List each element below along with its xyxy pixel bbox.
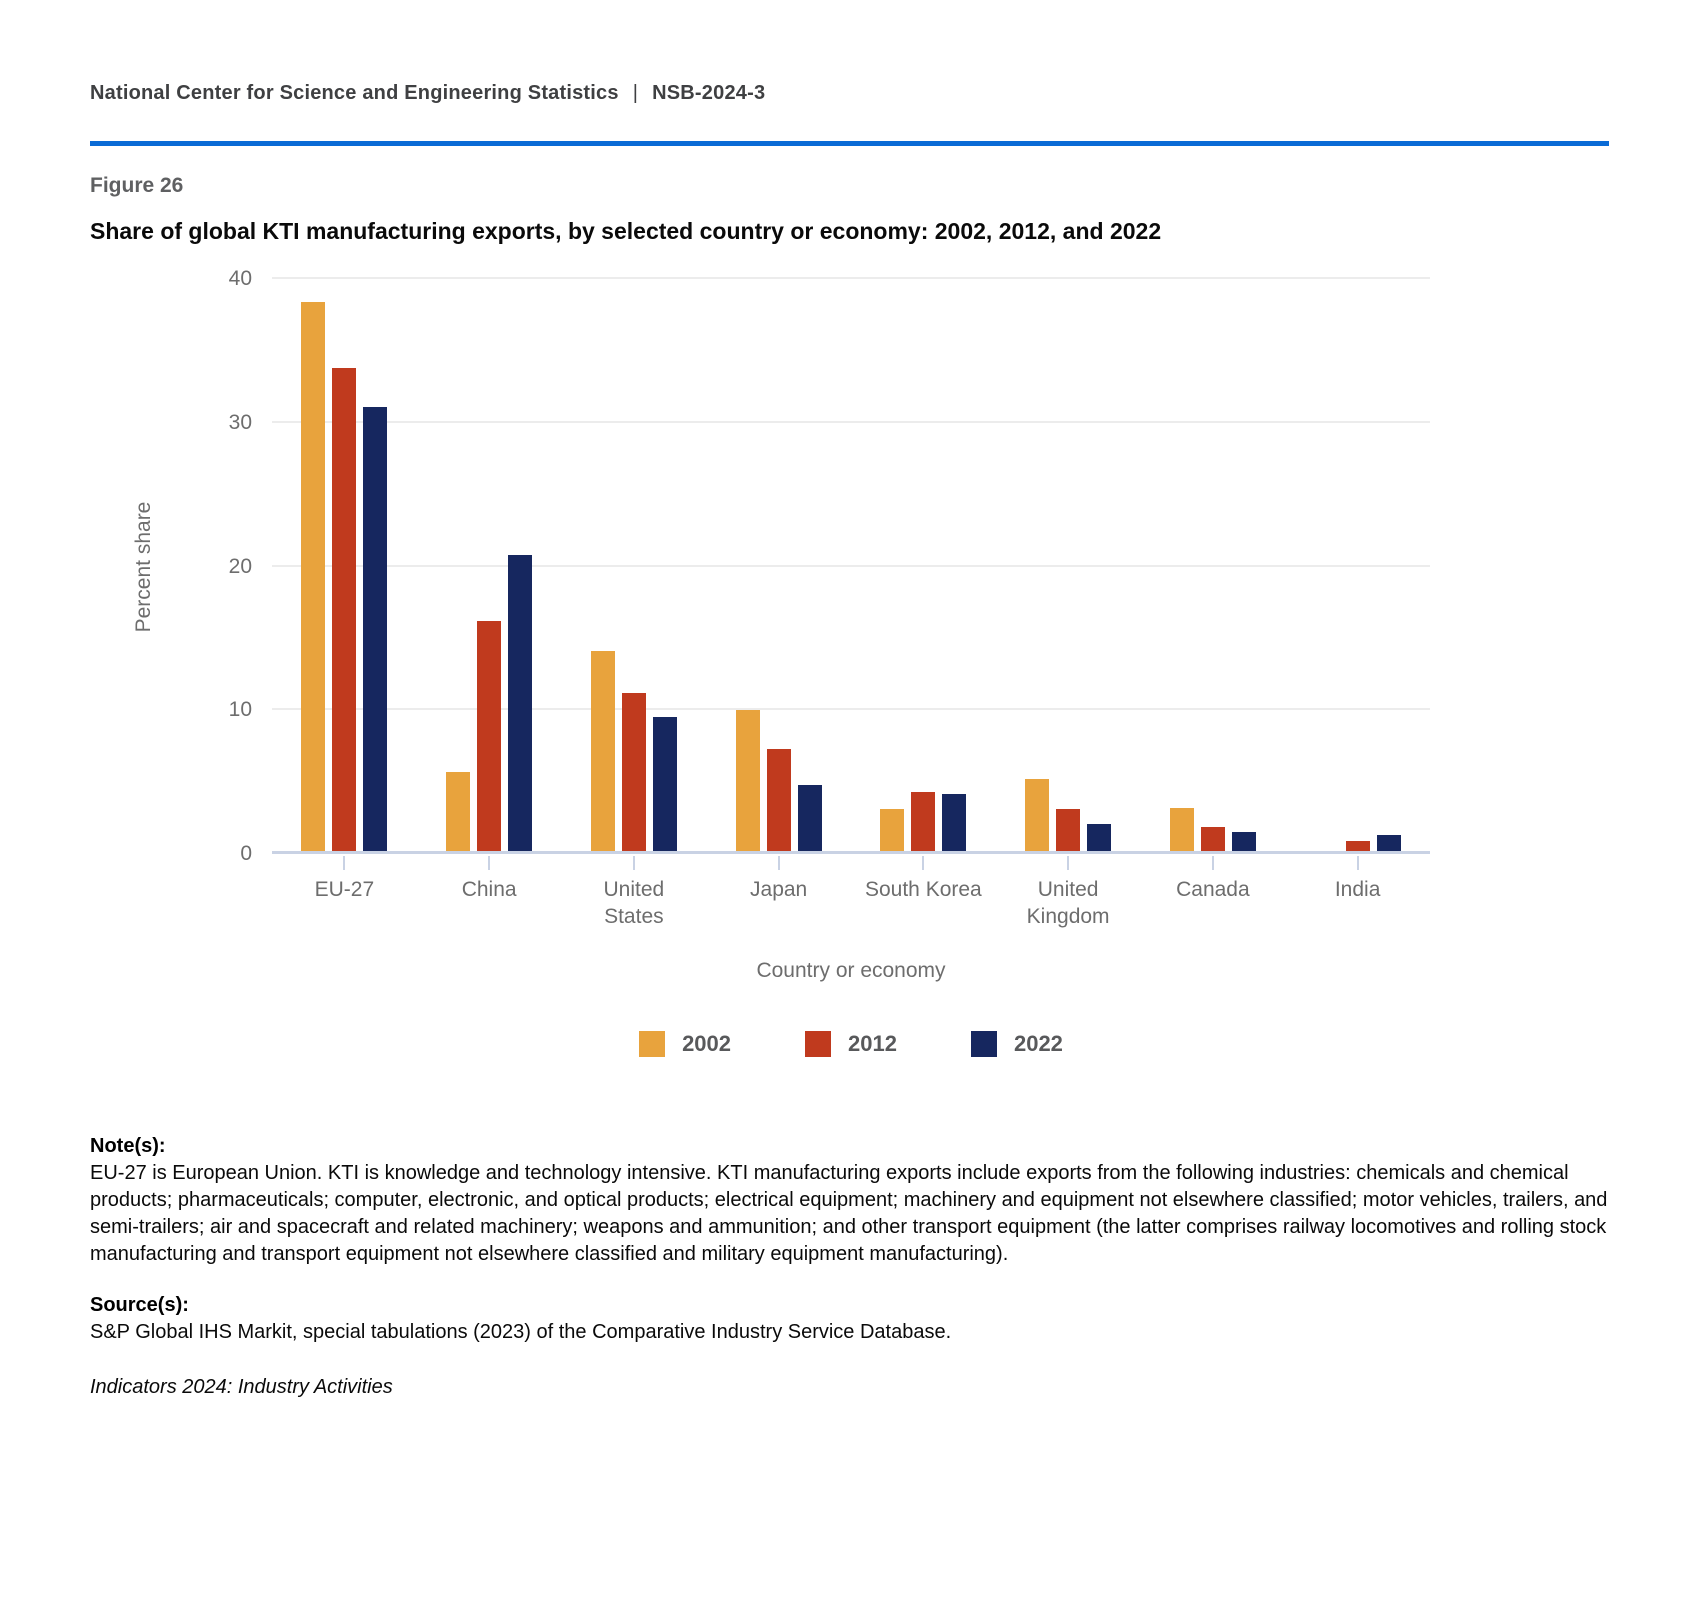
bar-group — [1141, 279, 1286, 854]
bar-group — [996, 279, 1141, 854]
notes-section: Note(s): EU-27 is European Union. KTI is… — [90, 1135, 1609, 1268]
bar-2012 — [477, 621, 502, 854]
masthead-org: National Center for Science and Engineer… — [90, 82, 619, 104]
x-category-label-text: Canada — [1176, 878, 1250, 901]
bar-2012 — [1345, 841, 1370, 854]
bar-2002 — [1025, 779, 1050, 854]
masthead: National Center for Science and Engineer… — [90, 82, 1609, 105]
bar-2002 — [735, 710, 760, 854]
legend-item-2012: 2012 — [805, 1030, 897, 1057]
y-tick-label: 0 — [240, 842, 252, 865]
x-category-label: China — [417, 876, 562, 931]
figure-label: Figure 26 — [90, 174, 184, 197]
bar-2002 — [446, 772, 471, 854]
x-axis-line — [272, 851, 1430, 854]
bar-2012 — [1200, 826, 1225, 854]
notes-body: EU-27 is European Union. KTI is knowledg… — [90, 1161, 1608, 1265]
bar-group — [562, 279, 707, 854]
bar-chart: Percent share 0 10 20 30 40 EU-27 China United… — [132, 267, 1430, 1057]
bar-2012 — [766, 749, 791, 854]
bar-2012 — [1056, 809, 1081, 854]
page: National Center for Science and Engineer… — [90, 82, 1609, 1399]
x-category-label-text: China — [461, 878, 517, 901]
bar-2022 — [508, 555, 533, 854]
gridline — [272, 420, 1430, 423]
x-axis-title: Country or economy — [756, 958, 946, 982]
bar-series-container — [272, 279, 1430, 854]
bar-group — [417, 279, 562, 854]
bar-2002 — [1169, 808, 1194, 854]
gridline — [272, 277, 1430, 279]
legend-label: 2002 — [682, 1030, 732, 1056]
bar-2002 — [880, 809, 905, 854]
bar-2002 — [590, 651, 615, 854]
legend-item-2022: 2022 — [970, 1030, 1063, 1057]
x-tick-mark — [343, 856, 346, 870]
y-tick-label: 40 — [228, 267, 252, 290]
masthead-report-id: NSB-2024-3 — [652, 82, 766, 104]
bar-group — [706, 279, 851, 854]
bar-2012 — [332, 368, 357, 854]
x-category-label: Japan — [706, 876, 851, 931]
y-tick-label: 10 — [228, 698, 252, 722]
y-tick-label: 20 — [228, 554, 252, 578]
x-category-label-text: United Kingdom — [1026, 878, 1110, 929]
gridline — [272, 708, 1430, 711]
bar-2022 — [363, 406, 388, 854]
legend-swatch — [970, 1030, 997, 1057]
legend-swatch — [805, 1030, 832, 1057]
x-category-label-text: Japan — [750, 878, 808, 901]
x-axis-labels: EU-27 China United States Japan South Korea U… — [272, 876, 1430, 931]
bar-2012 — [911, 792, 936, 854]
sources-heading: Source(s): — [90, 1293, 189, 1316]
x-category-label-text: EU-27 — [314, 878, 375, 901]
bar-2012 — [621, 693, 646, 854]
y-tick-label: 30 — [228, 410, 252, 434]
legend-item-2002: 2002 — [639, 1030, 732, 1057]
figure-title: Share of global KTI manufacturing export… — [90, 218, 1162, 244]
bar-2022 — [942, 793, 967, 854]
x-category-label: South Korea — [851, 876, 996, 931]
legend: 2002 2012 2022 — [272, 1030, 1430, 1057]
legend-label: 2012 — [848, 1030, 897, 1056]
x-tick-mark — [488, 856, 491, 870]
bar-2022 — [1087, 823, 1112, 854]
legend-swatch — [639, 1030, 666, 1057]
x-category-label: United States — [562, 876, 707, 931]
legend-label: 2022 — [1013, 1030, 1063, 1056]
notes-heading: Note(s): — [90, 1134, 166, 1157]
plot-area: Percent share 0 10 20 30 40 — [132, 267, 1430, 870]
bar-2022 — [1231, 832, 1256, 854]
header-rule — [90, 141, 1609, 146]
sources-body: S&P Global IHS Markit, special tabulatio… — [90, 1320, 952, 1343]
x-tick-mark — [922, 856, 925, 870]
x-tick-mark — [777, 856, 780, 870]
report-footnote: Indicators 2024: Industry Activities — [90, 1375, 393, 1398]
x-category-label: India — [1285, 876, 1430, 931]
bar-2022 — [1376, 835, 1401, 854]
masthead-separator: | — [632, 82, 639, 104]
x-category-label: Canada — [1141, 876, 1286, 931]
gridline — [272, 564, 1430, 567]
x-category-label-text: India — [1334, 878, 1381, 901]
bar-group — [851, 279, 996, 854]
x-category-label-text: South Korea — [864, 878, 982, 901]
x-tick-mark — [1356, 856, 1359, 870]
bar-2022 — [797, 785, 822, 854]
bar-2022 — [652, 717, 677, 854]
x-tick-mark — [632, 856, 635, 870]
x-tick-mark — [1211, 856, 1214, 870]
x-tick-mark — [1067, 856, 1070, 870]
x-category-label: EU-27 — [272, 876, 417, 931]
bar-2002 — [301, 302, 326, 854]
y-axis-title: Percent share — [132, 501, 155, 632]
x-category-label: United Kingdom — [996, 876, 1141, 931]
x-category-label-text: United States — [603, 878, 665, 929]
bar-group — [1285, 279, 1430, 854]
bar-group — [272, 279, 417, 854]
sources-section: Source(s): S&P Global IHS Markit, specia… — [90, 1294, 1609, 1346]
